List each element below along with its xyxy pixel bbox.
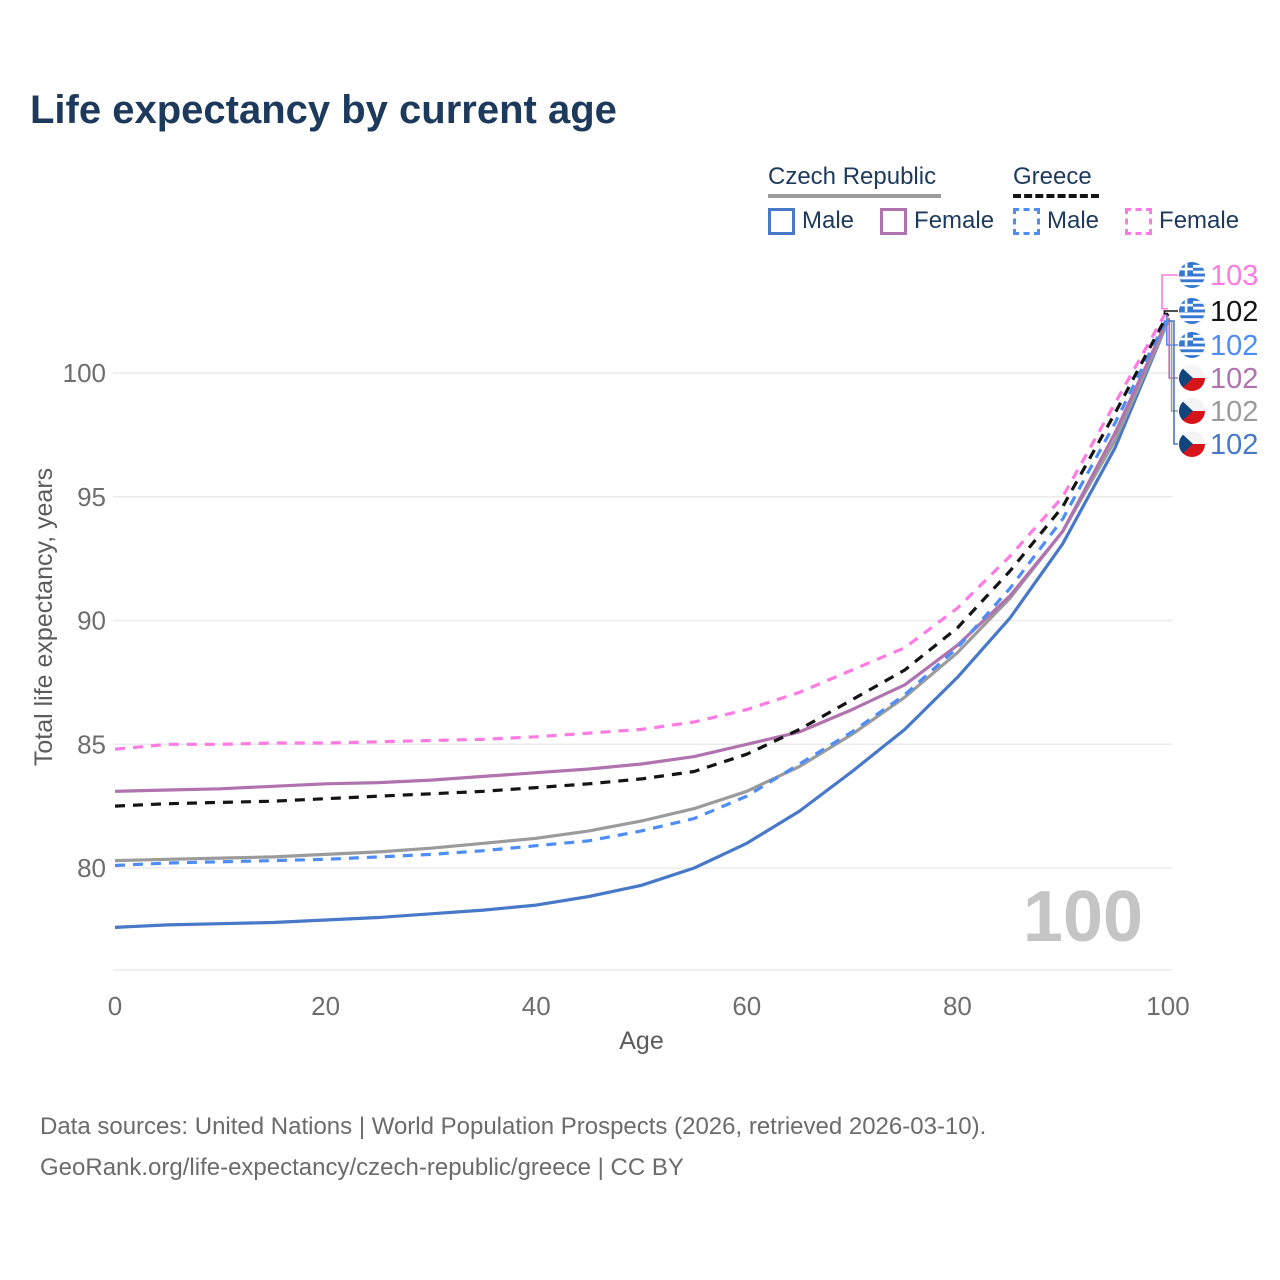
greece-female-swatch-icon <box>1125 207 1153 235</box>
end-label-connector <box>1161 274 1178 310</box>
legend-item-label: Male <box>1047 207 1100 234</box>
series-line-greece-male[interactable] <box>114 315 1170 868</box>
x-tick-label: 100 <box>1146 991 1189 1021</box>
end-value-label: 102 <box>1210 296 1258 328</box>
legend-item-czech-female[interactable]: Female <box>880 207 994 235</box>
series-line-czech-republic-both-sexes[interactable] <box>114 320 1170 863</box>
end-label-connector <box>1168 317 1178 379</box>
y-tick-label: 80 <box>77 853 106 883</box>
end-value-label: 102 <box>1210 396 1258 428</box>
x-axis-title: Age <box>619 1027 663 1055</box>
y-axis-title: Total life expectancy, years <box>30 468 58 766</box>
y-tick-label: 100 <box>63 358 106 388</box>
series-line-czech-republic-male[interactable] <box>114 320 1170 929</box>
series-line-czech-republic-female[interactable] <box>114 317 1170 793</box>
series-line-greece-female[interactable] <box>114 307 1170 751</box>
legend-item-czech-male[interactable]: Male <box>768 207 854 235</box>
y-tick-label: 95 <box>77 482 106 512</box>
legend-item-greece-male[interactable]: Male <box>1013 207 1099 235</box>
legend-underline-czech-solid <box>768 194 941 198</box>
legend-underline-greece-dashed <box>1013 194 1099 198</box>
legend-group-czech-republic: Czech Republic Male Female <box>768 163 994 235</box>
czech-flag-icon <box>1179 398 1205 424</box>
czech-male-swatch-icon <box>768 207 795 235</box>
greece-flag-icon <box>1179 262 1205 288</box>
czech-flag-icon <box>1179 431 1205 457</box>
x-tick-label: 40 <box>522 991 551 1021</box>
greece-flag-icon <box>1179 332 1205 358</box>
legend-group-greece: Greece Male Female <box>1013 163 1239 235</box>
legend-item-label: Male <box>802 207 855 234</box>
age-watermark: 100 <box>1023 877 1143 957</box>
legend-item-label: Female <box>914 207 995 234</box>
greece-flag-icon <box>1179 298 1205 324</box>
end-value-label: 102 <box>1210 363 1258 395</box>
x-tick-label: 20 <box>311 991 340 1021</box>
chart-footer: Data sources: United Nations | World Pop… <box>40 1106 986 1188</box>
legend-country-czech-republic[interactable]: Czech Republic <box>768 163 937 190</box>
greece-male-swatch-icon <box>1013 207 1040 235</box>
x-tick-label: 0 <box>108 991 122 1021</box>
czech-female-swatch-icon <box>880 207 908 235</box>
end-value-label: 102 <box>1210 429 1258 461</box>
czech-flag-icon <box>1179 365 1205 391</box>
legend-item-label: Female <box>1159 207 1240 234</box>
attribution-line: GeoRank.org/life-expectancy/czech-republ… <box>40 1154 684 1181</box>
legend-country-greece[interactable]: Greece <box>1013 163 1092 190</box>
x-tick-label: 80 <box>943 991 972 1021</box>
end-value-label: 103 <box>1210 260 1258 292</box>
y-tick-label: 90 <box>77 606 106 636</box>
data-sources-line: Data sources: United Nations | World Pop… <box>40 1113 987 1140</box>
end-label-connector <box>1163 310 1178 315</box>
series-line-greece-both-sexes[interactable] <box>114 312 1170 808</box>
end-value-label: 102 <box>1210 330 1258 362</box>
x-tick-label: 60 <box>732 991 761 1021</box>
page-title: Life expectancy by current age <box>30 88 617 132</box>
end-label-connector <box>1168 320 1178 445</box>
legend-item-greece-female[interactable]: Female <box>1125 207 1239 235</box>
y-tick-label: 85 <box>77 729 106 759</box>
